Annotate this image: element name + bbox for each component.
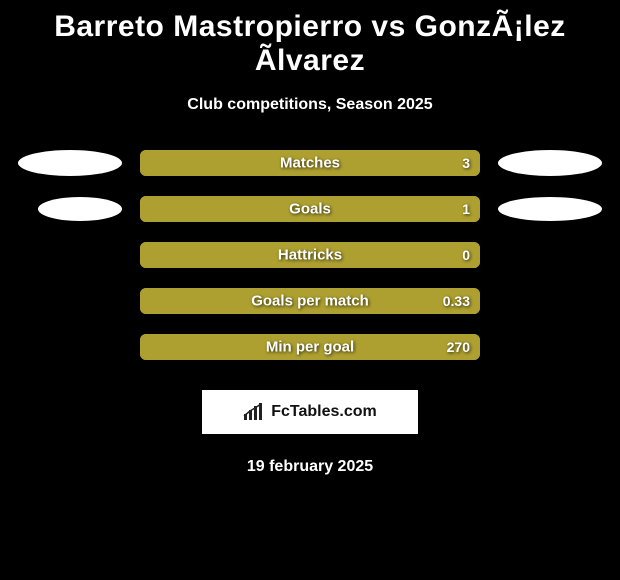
subtitle: Club competitions, Season 2025	[0, 96, 620, 114]
stat-row: Goals per match 0.33	[0, 288, 620, 314]
bar-value: 0.33	[443, 293, 470, 309]
right-spacer	[498, 334, 602, 360]
bar-value: 1	[462, 201, 470, 217]
bar-wrap: Goals per match 0.33	[140, 288, 480, 314]
bar-label: Goals	[289, 201, 331, 218]
page-title: Barreto Mastropierro vs GonzÃ¡lez Ãlvare…	[0, 0, 620, 78]
brand-text: FcTables.com	[271, 403, 377, 421]
stat-bar: Goals per match 0.33	[140, 288, 480, 314]
bar-value: 3	[462, 155, 470, 171]
stat-bar: Hattricks 0	[140, 242, 480, 268]
bar-value: 0	[462, 247, 470, 263]
stat-row: Matches 3	[0, 150, 620, 176]
left-spacer	[18, 288, 122, 314]
left-player-ellipse	[18, 150, 122, 176]
bar-wrap: Goals 1	[140, 196, 480, 222]
bar-wrap: Matches 3	[140, 150, 480, 176]
bar-value: 270	[447, 339, 470, 355]
footer-date: 19 february 2025	[0, 458, 620, 476]
right-spacer	[498, 288, 602, 314]
brand-badge: FcTables.com	[202, 390, 418, 434]
stat-bar: Matches 3	[140, 150, 480, 176]
stat-row: Goals 1	[0, 196, 620, 222]
left-player-ellipse	[38, 197, 122, 221]
right-player-ellipse	[498, 197, 602, 221]
stat-bars: Matches 3 Goals 1	[0, 150, 620, 360]
right-spacer	[498, 242, 602, 268]
left-spacer	[18, 242, 122, 268]
brand-chart-icon	[243, 402, 265, 422]
stat-row: Hattricks 0	[0, 242, 620, 268]
right-player-ellipse	[498, 150, 602, 176]
stat-bar: Min per goal 270	[140, 334, 480, 360]
comparison-infographic: Barreto Mastropierro vs GonzÃ¡lez Ãlvare…	[0, 0, 620, 580]
bar-wrap: Min per goal 270	[140, 334, 480, 360]
stat-row: Min per goal 270	[0, 334, 620, 360]
bar-label: Min per goal	[266, 339, 354, 356]
bar-label: Hattricks	[278, 247, 342, 264]
bar-label: Goals per match	[251, 293, 369, 310]
left-spacer	[18, 334, 122, 360]
bar-label: Matches	[280, 155, 340, 172]
bar-wrap: Hattricks 0	[140, 242, 480, 268]
stat-bar: Goals 1	[140, 196, 480, 222]
